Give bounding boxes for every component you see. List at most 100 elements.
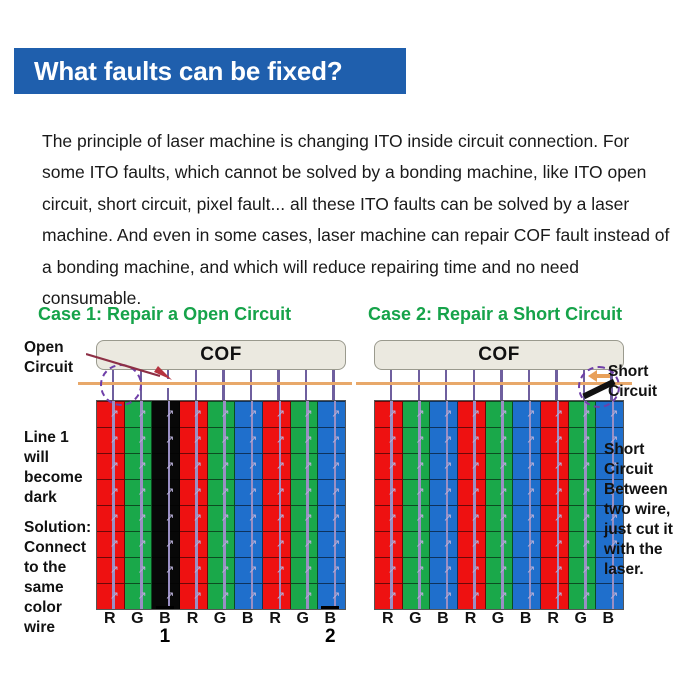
rgb-legend-cell-2: G bbox=[409, 610, 422, 627]
tft-marks: ↗ ↗ ↗ ↗ ↗ ↗ ↗ ↗ bbox=[387, 408, 398, 602]
pixel-column-r-7: ↗ ↗ ↗ ↗ ↗ ↗ ↗ ↗ bbox=[263, 401, 291, 609]
pixel-row-lines bbox=[235, 401, 263, 609]
pixel-row-lines bbox=[485, 401, 513, 609]
pixel-row-lines bbox=[513, 401, 541, 609]
column-wire bbox=[140, 401, 143, 609]
cof-block-case2: COF bbox=[374, 340, 624, 370]
column-wire bbox=[250, 401, 254, 609]
rgb-legend-cell-6: B bbox=[519, 610, 532, 627]
rgb-legend-cell-4: R bbox=[186, 610, 199, 627]
open-circuit-leader-line bbox=[86, 352, 172, 380]
tft-marks: ↗ ↗ ↗ ↗ ↗ ↗ ↗ ↗ bbox=[526, 408, 536, 602]
bus-line-case1 bbox=[78, 382, 352, 385]
rgb-legend-cell-1: R bbox=[104, 610, 116, 627]
pixel-row-lines bbox=[207, 401, 235, 609]
column-wire bbox=[167, 401, 171, 609]
label-short-circuit: Short Circuit bbox=[608, 363, 658, 400]
rgb-legend-cell-8: G bbox=[296, 610, 309, 627]
tft-marks: ↗ ↗ ↗ ↗ ↗ ↗ ↗ ↗ bbox=[415, 408, 425, 602]
column-wire bbox=[611, 401, 615, 609]
column-wire bbox=[112, 401, 115, 609]
column-wire bbox=[333, 401, 337, 609]
pixel-grid-case1: ↗ ↗ ↗ ↗ ↗ ↗ ↗ ↗ ↗ ↗ ↗ ↗ ↗ ↗ ↗ ↗ ↗ ↗ ↗ ↗ ↗ ↗ ↗ ↗ ↗ ↗ ↗ ↗ ↗ ↗ ↗ ↗ ↗ ↗ ↗ ↗ ↗ ↗ ↗ ↗… bbox=[96, 400, 346, 610]
cof-label-case1: COF bbox=[200, 344, 242, 365]
pixel-row-lines bbox=[124, 401, 152, 609]
column-wire bbox=[223, 401, 226, 609]
case-1-diagram: COF ↗ ↗ ↗ ↗ ↗ ↗ ↗ ↗ ↗ ↗ ↗ ↗ ↗ ↗ ↗ ↗ ↗ ↗ ↗ ↗ ↗ ↗ ↗ ↗ ↗ ↗ ↗ ↗ ↗ ↗ ↗ ↗ ↗ ↗ ↗ ↗… bbox=[22, 334, 352, 648]
case-2-heading: Case 2: Repair a Short Circuit bbox=[368, 304, 623, 324]
column-wire bbox=[584, 401, 587, 609]
rgb-legend-cell-7: R bbox=[269, 610, 281, 627]
pixel-row-lines bbox=[430, 401, 458, 609]
pixel-grid-case2: ↗ ↗ ↗ ↗ ↗ ↗ ↗ ↗ ↗ ↗ ↗ ↗ ↗ ↗ ↗ ↗ ↗ ↗ ↗ ↗ ↗ ↗ ↗ ↗ ↗ ↗ ↗ ↗ ↗ ↗ ↗ ↗ ↗ ↗ ↗ ↗ ↗ ↗ ↗ ↗… bbox=[374, 400, 624, 610]
pixel-row-lines bbox=[541, 401, 568, 609]
pixel-column-r-4: ↗ ↗ ↗ ↗ ↗ ↗ ↗ ↗ bbox=[180, 401, 208, 609]
rgb-legend-cell-3: B bbox=[437, 610, 449, 627]
column-wire bbox=[445, 401, 449, 609]
pixel-row-lines bbox=[180, 401, 207, 609]
tft-marks: ↗ ↗ ↗ ↗ ↗ ↗ ↗ ↗ bbox=[609, 408, 619, 602]
pixel-row-lines bbox=[318, 401, 345, 609]
rgb-legend-cell-7: R bbox=[547, 610, 559, 627]
tft-marks: ↗ ↗ ↗ ↗ ↗ ↗ ↗ ↗ bbox=[192, 408, 203, 602]
rgb-legend-cell-6: B bbox=[241, 610, 254, 627]
label-line-1-dark: Line 1 will become dark bbox=[24, 429, 83, 506]
pixel-column-r-1: ↗ ↗ ↗ ↗ ↗ ↗ ↗ ↗ bbox=[97, 401, 125, 609]
rgb-legend-cell-9: B bbox=[602, 610, 615, 627]
tft-marks: ↗ ↗ ↗ ↗ ↗ ↗ ↗ ↗ bbox=[137, 408, 147, 602]
bus-line-case2 bbox=[356, 382, 632, 385]
pixel-row-lines bbox=[375, 401, 402, 609]
pixel-column-b-3: ↗ ↗ ↗ ↗ ↗ ↗ ↗ ↗ bbox=[152, 401, 181, 609]
rgb-legend-cell-8: G bbox=[574, 610, 587, 627]
tft-marks: ↗ ↗ ↗ ↗ ↗ ↗ ↗ ↗ bbox=[581, 408, 591, 602]
pixel-column-g-8: ↗ ↗ ↗ ↗ ↗ ↗ ↗ ↗ bbox=[290, 401, 319, 609]
pixel-column-g-2: ↗ ↗ ↗ ↗ ↗ ↗ ↗ ↗ bbox=[124, 401, 153, 609]
rgb-legend-cell-2: G bbox=[131, 610, 144, 627]
tft-marks: ↗ ↗ ↗ ↗ ↗ ↗ ↗ ↗ bbox=[275, 408, 286, 602]
intro-paragraph: The principle of laser machine is changi… bbox=[42, 130, 670, 309]
pixel-column-r-7: ↗ ↗ ↗ ↗ ↗ ↗ ↗ ↗ bbox=[541, 401, 569, 609]
pixel-row-lines bbox=[568, 401, 596, 609]
column-wire bbox=[528, 401, 532, 609]
cof-label-case2: COF bbox=[478, 344, 520, 365]
short-circuit-arrow-icon bbox=[588, 370, 610, 382]
pixel-row-lines bbox=[458, 401, 485, 609]
column-wire bbox=[390, 401, 393, 609]
tft-marks: ↗ ↗ ↗ ↗ ↗ ↗ ↗ ↗ bbox=[109, 408, 120, 602]
pixel-column-b-6: ↗ ↗ ↗ ↗ ↗ ↗ ↗ ↗ bbox=[235, 401, 264, 609]
rgb-legend-cell-4: R bbox=[464, 610, 477, 627]
pixel-column-b-6: ↗ ↗ ↗ ↗ ↗ ↗ ↗ ↗ bbox=[513, 401, 542, 609]
label-short-circuit-description: Short Circuit Between two wire, just cut… bbox=[604, 441, 673, 578]
column-wire bbox=[501, 401, 504, 609]
label-open-circuit: Open Circuit bbox=[24, 339, 74, 376]
cof-block-case1: COF bbox=[96, 340, 346, 370]
pixel-row-lines bbox=[152, 401, 180, 609]
tft-marks: ↗ ↗ ↗ ↗ ↗ ↗ ↗ ↗ bbox=[248, 408, 258, 602]
label-solution: Solution: Connect to the same color wire bbox=[24, 519, 92, 636]
pixel-row-lines bbox=[97, 401, 124, 609]
column-wire bbox=[556, 401, 559, 609]
short-circuit-fault-marker bbox=[578, 366, 620, 408]
tft-marks: ↗ ↗ ↗ ↗ ↗ ↗ ↗ ↗ bbox=[443, 408, 453, 602]
rgb-legend-cell-1: R bbox=[382, 610, 394, 627]
pixel-row-lines bbox=[402, 401, 430, 609]
pixel-row-lines bbox=[290, 401, 318, 609]
tft-marks: ↗ ↗ ↗ ↗ ↗ ↗ ↗ ↗ bbox=[498, 408, 508, 602]
column-wire bbox=[418, 401, 421, 609]
tft-marks: ↗ ↗ ↗ ↗ ↗ ↗ ↗ ↗ bbox=[553, 408, 564, 602]
page-title: What faults can be fixed? bbox=[34, 55, 343, 86]
tft-marks: ↗ ↗ ↗ ↗ ↗ ↗ ↗ ↗ bbox=[331, 408, 341, 602]
tft-marks: ↗ ↗ ↗ ↗ ↗ ↗ ↗ ↗ bbox=[303, 408, 313, 602]
pixel-column-g-5: ↗ ↗ ↗ ↗ ↗ ↗ ↗ ↗ bbox=[207, 401, 236, 609]
pixel-column-g-2: ↗ ↗ ↗ ↗ ↗ ↗ ↗ ↗ bbox=[402, 401, 431, 609]
wire-number-label: 2 bbox=[324, 626, 336, 647]
tft-marks: ↗ ↗ ↗ ↗ ↗ ↗ ↗ ↗ bbox=[470, 408, 481, 602]
pixel-column-r-1: ↗ ↗ ↗ ↗ ↗ ↗ ↗ ↗ bbox=[375, 401, 403, 609]
pixel-row-lines bbox=[263, 401, 290, 609]
case-2-diagram: COF ↗ ↗ ↗ ↗ ↗ ↗ ↗ ↗ ↗ ↗ ↗ ↗ ↗ ↗ ↗ ↗ ↗ ↗ ↗ ↗ ↗ ↗ ↗ ↗ ↗ ↗ ↗ ↗ ↗ ↗ ↗ ↗ ↗ ↗ ↗ ↗… bbox=[356, 334, 686, 646]
pixel-row-lines bbox=[596, 401, 623, 609]
